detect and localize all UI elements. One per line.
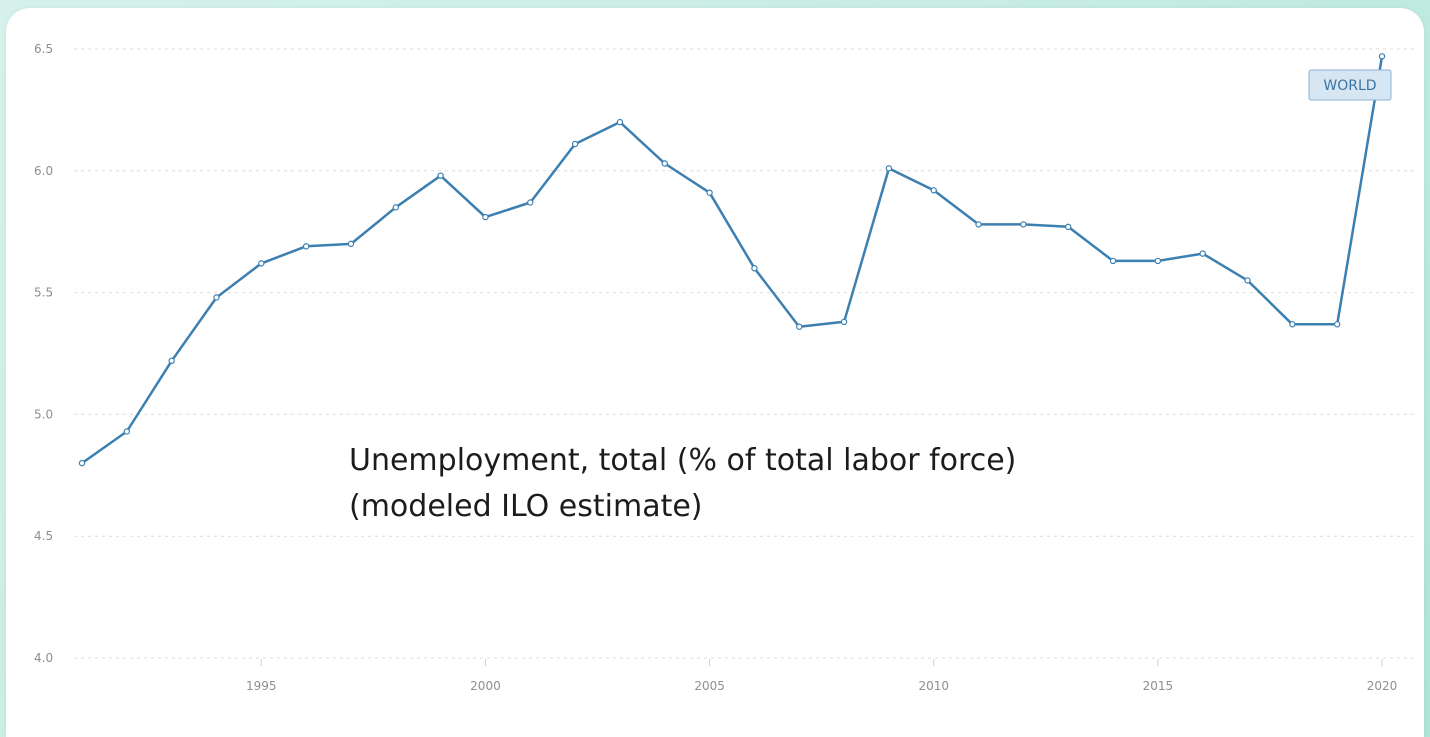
data-point[interactable] bbox=[1199, 250, 1206, 257]
data-point[interactable] bbox=[437, 172, 444, 179]
x-tick-label: 1995 bbox=[246, 679, 277, 693]
x-axis-ticks: 1995 2000 2005 2010 2015 2020 bbox=[246, 659, 1397, 693]
data-point[interactable] bbox=[706, 189, 713, 196]
data-point[interactable] bbox=[123, 428, 131, 435]
data-point[interactable] bbox=[1154, 257, 1162, 265]
data-point[interactable] bbox=[302, 243, 310, 250]
data-point[interactable] bbox=[258, 260, 265, 267]
data-points bbox=[78, 53, 1386, 467]
series-tag-label: WORLD bbox=[1323, 78, 1376, 94]
data-point[interactable] bbox=[796, 323, 803, 330]
chart-title-line-1: Unemployment, total (% of total labor fo… bbox=[349, 443, 1016, 478]
data-point[interactable] bbox=[751, 265, 758, 272]
x-tick-label: 2010 bbox=[918, 679, 949, 693]
data-point[interactable] bbox=[1065, 223, 1072, 231]
y-tick-label: 4.5 bbox=[34, 529, 53, 543]
data-point[interactable] bbox=[527, 199, 534, 206]
data-point[interactable] bbox=[840, 318, 848, 326]
chart-card bbox=[6, 8, 1424, 737]
y-tick-label: 5.0 bbox=[34, 407, 53, 421]
x-tick-label: 2015 bbox=[1143, 679, 1174, 693]
data-point[interactable] bbox=[1109, 257, 1117, 265]
x-tick-label: 2000 bbox=[470, 679, 501, 693]
series-tag-box bbox=[1308, 69, 1392, 101]
x-tick-label: 2020 bbox=[1367, 679, 1398, 693]
data-point[interactable] bbox=[1333, 321, 1341, 328]
y-tick-label: 6.0 bbox=[34, 164, 53, 178]
y-axis-ticks: 4.0 4.5 5.0 5.5 6.0 6.5 bbox=[34, 42, 53, 665]
y-tick-label: 4.0 bbox=[34, 651, 53, 665]
data-point[interactable] bbox=[347, 240, 355, 248]
series-line-world[interactable] bbox=[81, 56, 1384, 465]
data-point[interactable] bbox=[1244, 277, 1251, 284]
data-point[interactable] bbox=[213, 294, 220, 301]
data-point[interactable] bbox=[1378, 53, 1386, 60]
data-point[interactable] bbox=[930, 187, 937, 194]
data-point[interactable] bbox=[1020, 221, 1027, 228]
x-tick-label: 2005 bbox=[694, 679, 725, 693]
data-point[interactable] bbox=[885, 165, 893, 172]
y-tick-label: 5.5 bbox=[34, 286, 53, 300]
data-point[interactable] bbox=[168, 357, 175, 365]
grid-lines bbox=[74, 48, 1418, 659]
data-point[interactable] bbox=[571, 140, 579, 148]
data-point[interactable] bbox=[661, 160, 668, 167]
data-point[interactable] bbox=[78, 459, 86, 467]
data-point[interactable] bbox=[392, 204, 399, 211]
series-tag[interactable]: WORLD bbox=[1308, 69, 1392, 101]
chart-title-line-2: (modeled ILO estimate) bbox=[349, 489, 703, 524]
data-point[interactable] bbox=[482, 213, 489, 221]
data-point[interactable] bbox=[1289, 321, 1296, 328]
y-tick-label: 6.5 bbox=[34, 42, 53, 56]
data-point[interactable] bbox=[616, 118, 624, 126]
data-point[interactable] bbox=[975, 221, 982, 228]
